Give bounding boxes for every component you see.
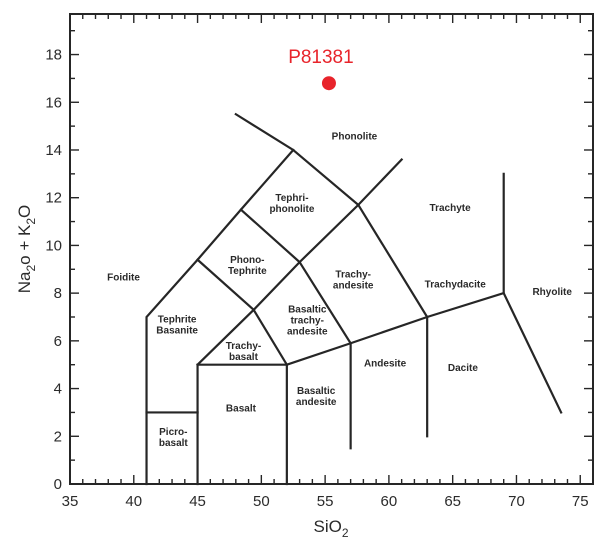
field-label: Trachyte (430, 203, 472, 214)
field-boundaries (145, 112, 563, 486)
field-boundary-line (291, 148, 360, 207)
field-label: Tephri-phonolite (269, 193, 314, 215)
field-label: Picro-basalt (159, 427, 189, 449)
x-tick-label: 55 (317, 493, 334, 510)
data-points: P81381 (288, 47, 354, 91)
x-axis-title: SiO2 (313, 517, 348, 540)
field-boundary-line (285, 291, 563, 486)
field-boundary-line (145, 112, 295, 486)
y-tick-label: 8 (54, 285, 62, 302)
field-label: Foidite (107, 272, 140, 283)
y-tick-label: 16 (45, 94, 62, 111)
x-tick-labels: 35 40 45 50 55 60 65 70 75 (62, 493, 589, 510)
y-tick-label: 4 (54, 381, 62, 398)
field-label: Dacite (448, 363, 478, 374)
x-tick-label: 35 (62, 493, 79, 510)
field-label: Basaltic andesite (296, 386, 337, 408)
field-label: Trachy-basalt (226, 341, 262, 363)
field-label: Phono-Tephrite (228, 255, 267, 277)
field-labels: Phonolite Tephri-phonolite Trachyte Phono-T… (107, 132, 572, 449)
y-tick-label: 18 (45, 47, 62, 64)
field-label: Rhyolite (532, 287, 572, 298)
field-boundary-line (356, 203, 429, 319)
field-label: Phonolite (332, 132, 378, 143)
y-tick-labels: 0 2 4 6 8 10 12 14 16 18 (45, 47, 62, 493)
y-tick-label: 14 (45, 142, 62, 159)
y-tick-label: 10 (45, 237, 62, 254)
y-tick-label: 2 (54, 428, 62, 445)
x-tick-label: 50 (253, 493, 270, 510)
x-tick-label: 40 (125, 493, 142, 510)
field-label: Basalt (226, 404, 257, 415)
field-boundary-line (196, 363, 288, 486)
sample-point (321, 76, 336, 91)
axis-ticks (69, 14, 594, 485)
field-label: Tephrite Basanite (156, 315, 198, 337)
y-tick-label: 6 (54, 333, 62, 350)
y-tick-label: 12 (45, 190, 62, 207)
field-label: Basaltic trachy-andesite (287, 304, 328, 337)
x-tick-label: 45 (189, 493, 206, 510)
y-axis-title: Na2o + K2O (15, 205, 38, 294)
field-label: Andesite (364, 358, 407, 369)
sample-point-label: P81381 (288, 47, 354, 68)
field-boundary-line (196, 258, 256, 312)
field-boundary-line (239, 208, 302, 264)
field-boundary-line (252, 308, 289, 367)
x-tick-label: 75 (572, 493, 589, 510)
plot-frame (69, 13, 594, 485)
x-tick-label: 70 (508, 493, 525, 510)
field-label: Trachydacite (425, 280, 487, 291)
field-label: Trachy-andesite (333, 269, 374, 291)
x-tick-label: 60 (381, 493, 398, 510)
field-boundary-line (298, 260, 353, 345)
y-tick-label: 0 (54, 476, 62, 493)
x-tick-label: 65 (444, 493, 461, 510)
